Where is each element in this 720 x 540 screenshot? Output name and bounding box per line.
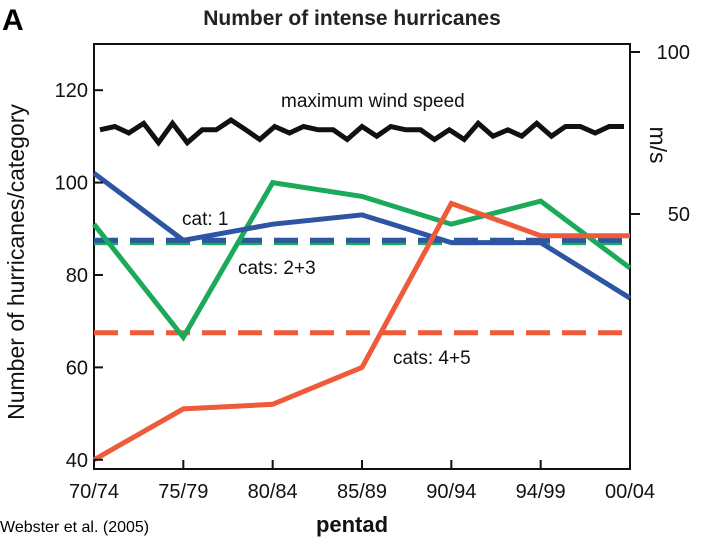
x-axis-label: pentad [316,512,388,537]
x-tick-label: 94/99 [516,481,566,503]
series-layer [92,117,632,462]
right-axis-ticks: 50 100 [630,42,690,226]
x-tick-label: 90/94 [426,481,476,503]
y-tick-label: 120 [55,80,88,102]
series-maximum-wind-speed [99,117,624,147]
x-tick-label: 75/79 [158,481,208,503]
series-cats-2-3 [92,179,632,342]
source-credit: Webster et al. (2005) [0,519,149,536]
annotation-wind-speed: maximum wind speed [281,91,465,112]
annotation-cats45: cats: 4+5 [393,348,471,369]
panel-letter: A [2,4,24,37]
y-tick-label: 80 [66,265,88,287]
y-tick-label: 60 [66,357,88,379]
y-tick-label: 40 [66,450,88,472]
annotation-cats23: cats: 2+3 [238,258,316,279]
x-tick-label: 85/89 [337,481,387,503]
y-tick-label: 100 [55,173,88,195]
chart-title: Number of intense hurricanes [203,7,501,30]
series-cat-1 [92,171,632,301]
x-tick-label: 80/84 [248,481,298,503]
x-tick-label: 00/04 [605,481,655,503]
right-axis-label: m/s [645,126,671,163]
y-axis-ticks: 40 60 80 100 120 [55,80,103,472]
series-cats-4-5 [92,200,630,462]
right-tick-label: 50 [668,204,690,226]
y-axis-label: Number of hurricanes/category [3,104,29,420]
x-tick-label: 70/74 [69,481,119,503]
annotation-cat1: cat: 1 [182,209,228,230]
right-tick-label: 100 [657,42,690,64]
x-axis-ticks: 70/74 75/79 80/84 85/89 90/94 94/99 00/04 [69,460,655,503]
